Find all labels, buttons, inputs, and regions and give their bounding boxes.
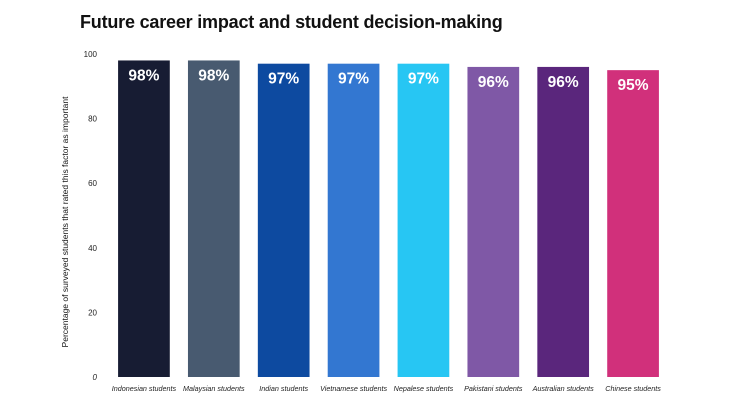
data-label: 97%	[338, 71, 369, 88]
chart-title: Future career impact and student decisio…	[80, 12, 503, 32]
bar	[537, 66, 590, 378]
data-label: 96%	[478, 74, 509, 91]
x-category-label: Nepalese students	[394, 384, 454, 393]
bar	[607, 70, 659, 378]
bar	[467, 66, 520, 378]
y-tick-label: 40	[88, 244, 97, 253]
x-category-label: Chinese students	[605, 384, 661, 393]
data-labels-group: 98% 98% 97% 97% 97% 96% 96% 95%	[128, 67, 648, 94]
data-label: 98%	[128, 67, 159, 84]
y-tick-label: 20	[88, 308, 97, 317]
y-tick-label: 60	[88, 179, 97, 188]
bars-group	[118, 60, 659, 378]
y-axis-title: Percentage of surveyed students that rat…	[60, 96, 70, 348]
data-label: 97%	[268, 71, 299, 88]
bar	[187, 60, 240, 378]
x-category-label: Australian students	[532, 384, 595, 393]
x-axis-labels: Indonesian students Malaysian students Ind…	[112, 384, 661, 393]
bar	[327, 63, 380, 377]
bar	[257, 63, 310, 377]
y-axis: 0 20 40 60 80 100	[84, 50, 98, 382]
data-label: 98%	[198, 67, 229, 84]
bar	[118, 60, 170, 378]
x-category-label: Pakistani students	[464, 384, 523, 393]
x-category-label: Indian students	[259, 384, 308, 393]
y-tick-label: 100	[84, 50, 98, 59]
data-label: 96%	[548, 74, 579, 91]
data-label: 95%	[618, 77, 649, 94]
x-category-label: Malaysian students	[183, 384, 245, 393]
x-category-label: Vietnamese students	[320, 384, 387, 393]
data-label: 97%	[408, 71, 439, 88]
y-tick-label: 0	[93, 373, 98, 382]
y-tick-label: 80	[88, 115, 97, 124]
bar	[397, 63, 450, 377]
x-category-label: Indonesian students	[112, 384, 177, 393]
